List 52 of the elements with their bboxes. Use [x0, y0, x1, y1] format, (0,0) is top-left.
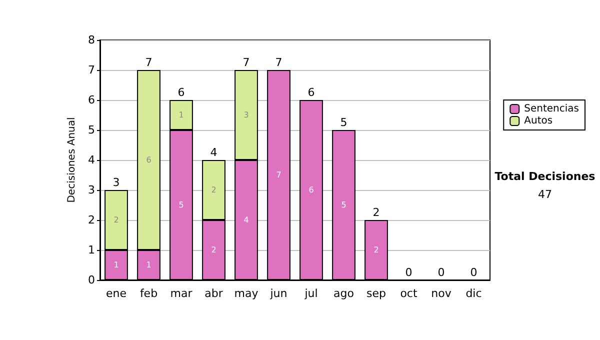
data-label: 1	[146, 260, 152, 270]
total-label: 7	[275, 56, 282, 69]
total-label: 7	[242, 56, 250, 69]
total-label: 4	[210, 146, 218, 159]
data-label: 1	[114, 260, 119, 270]
data-label: 7	[276, 170, 282, 180]
text: Total Decisiones	[494, 170, 596, 183]
y-tick-label: 6	[88, 94, 95, 106]
y-tick-label: 3	[88, 184, 95, 196]
total-label: 0	[438, 266, 445, 279]
x-tick-label: sep	[366, 287, 386, 300]
x-tick-label: abr	[204, 287, 224, 300]
legend-label: Sentencias	[524, 104, 580, 114]
data-label: 2	[211, 246, 216, 254]
x-tick-label: nov	[431, 287, 452, 300]
data-label: 5	[341, 200, 346, 210]
x-tick-label: jun	[269, 287, 288, 300]
data-label: 6	[146, 156, 152, 164]
total-label: 0	[405, 266, 412, 279]
x-tick-label: may	[234, 287, 259, 300]
total-label: 2	[372, 206, 380, 219]
text: 47	[537, 188, 553, 201]
y-tick-label: 7	[88, 64, 95, 76]
y-tick-label: 0	[88, 274, 95, 286]
y-tick-label: 4	[88, 154, 95, 166]
total-label: 6	[308, 86, 315, 99]
legend-label: Autos	[524, 116, 553, 126]
data-label: 5	[178, 200, 184, 210]
x-tick-label: feb	[140, 287, 158, 300]
total-label: 3	[112, 176, 120, 189]
total-label: 6	[178, 86, 185, 99]
data-label: 2	[211, 186, 216, 194]
y-tick-label: 8	[88, 34, 95, 46]
x-tick-label: jul	[304, 287, 318, 300]
y-axis-title: Decisiones Anual	[66, 117, 78, 203]
y-tick-label: 1	[88, 244, 95, 256]
total-label: 0	[470, 266, 478, 279]
x-tick-label: ago	[334, 287, 354, 300]
x-tick-label: dic	[466, 287, 482, 300]
data-label: 6	[308, 186, 314, 194]
total-label: 7	[145, 56, 152, 69]
data-label: 4	[244, 216, 249, 224]
total-label: 5	[340, 116, 348, 129]
x-tick-label: ene	[106, 287, 127, 300]
data-label: 2	[374, 246, 379, 254]
data-label: 2	[114, 216, 119, 224]
y-tick-label: 2	[88, 214, 95, 226]
data-label: 1	[178, 110, 184, 120]
data-label: 3	[244, 110, 249, 120]
x-tick-label: oct	[400, 287, 418, 300]
y-tick-label: 5	[88, 124, 95, 136]
x-tick-label: mar	[170, 287, 193, 300]
